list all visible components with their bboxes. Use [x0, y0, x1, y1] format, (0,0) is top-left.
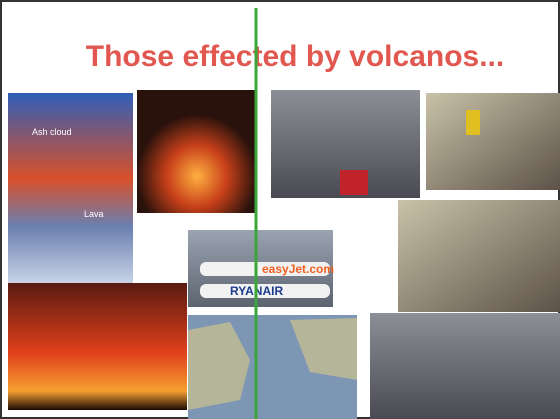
- photo-detail: [466, 110, 480, 135]
- photo-detail: [340, 170, 368, 195]
- photo-label: Lava: [84, 209, 104, 219]
- photo-waiting: [398, 200, 560, 312]
- photo-label: Ash cloud: [32, 127, 72, 137]
- photo-label: easyJet.com: [262, 262, 334, 276]
- photo-crowd: [426, 93, 560, 190]
- photo-volcano: [8, 93, 133, 283]
- slide-title: Those effected by volcanos...: [86, 40, 504, 73]
- slide: Those effected by volcanos... Ash cloud …: [0, 0, 560, 419]
- photo-passengers: [370, 313, 560, 419]
- page: Those effected by volcanos... Ash cloud …: [0, 0, 560, 419]
- photo-fissure: [137, 90, 257, 213]
- photo-eruption: [8, 283, 187, 410]
